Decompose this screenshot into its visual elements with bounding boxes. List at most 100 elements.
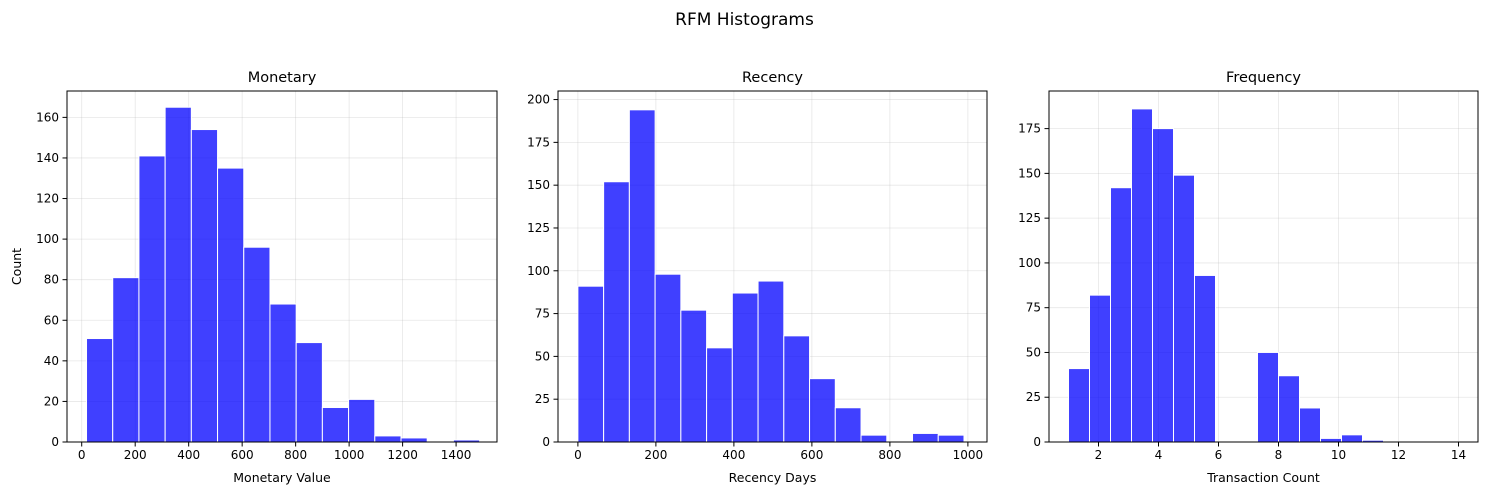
monetary-bar [321,407,350,443]
monetary-bar [217,167,245,443]
frequency-x-tick-label: 10 [1331,448,1346,462]
monetary-y-tick-label: 160 [36,110,59,124]
frequency-bar [1194,274,1216,443]
recency-bar [577,285,605,443]
frequency-x-tick-label: 14 [1451,448,1466,462]
frequency-y-tick-label: 100 [1018,256,1041,270]
recency-axes-frame [557,90,988,443]
monetary-bar [348,398,376,443]
monetary-bar [138,155,166,443]
recency-bar [731,292,759,443]
recency-x-axis-label: Recency Days [729,470,817,485]
frequency-y-tick-label: 50 [1026,345,1041,359]
recency-x-tick-label: 400 [722,448,745,462]
frequency-bar [1341,434,1363,443]
recency-y-tick-label: 150 [527,178,550,192]
recency-bar [937,434,965,443]
monetary-title: Monetary [248,70,317,86]
recency-y-tick-label: 100 [527,264,550,278]
recency-y-tick-label: 175 [527,135,550,149]
monetary-x-tick-label: 1000 [334,448,365,462]
recency-y-tick-label: 25 [535,392,550,406]
monetary-y-axis-label: Count [9,248,24,285]
recency-x-tick-label: 600 [800,448,823,462]
recency-bar [757,280,785,443]
monetary-x-tick-label: 400 [177,448,200,462]
monetary-x-tick-label: 1400 [441,448,472,462]
recency-bar [603,181,630,443]
recency-bar [834,407,862,443]
frequency-y-tick-label: 175 [1018,122,1041,136]
recency-y-tick-label: 75 [535,307,550,321]
frequency-bar [1089,294,1111,443]
monetary-bar [374,435,402,443]
frequency-x-tick-label: 4 [1155,448,1163,462]
recency-bar [706,347,733,443]
monetary-y-tick-label: 60 [44,313,59,327]
monetary-axes-frame [66,90,498,443]
monetary-y-tick-label: 80 [44,273,59,287]
monetary-panel: 0 200 400 600 800 1000 1200 1400 0 20 40 60 80 100 120… [9,70,498,485]
frequency-axes-frame [1048,90,1479,443]
monetary-x-axis-label: Monetary Value [233,470,331,485]
monetary-y-tick-label: 100 [36,232,59,246]
recency-bar [809,378,836,443]
frequency-title: Frequency [1226,70,1301,86]
frequency-x-tick-label: 6 [1215,448,1223,462]
recency-bar [912,432,939,443]
recency-panel: 0 200 400 600 800 1000 0 25 50 75 100 125 150 175 200 R… [527,70,988,485]
monetary-y-tick-label: 120 [36,192,59,206]
frequency-y-tick-label: 75 [1026,301,1041,315]
recency-x-tick-label: 200 [644,448,667,462]
monetary-bar [112,277,140,443]
monetary-x-tick-label: 1200 [387,448,418,462]
recency-y-tick-label: 125 [527,221,550,235]
frequency-bar [1110,187,1132,443]
recency-x-tick-label: 1000 [953,448,984,462]
frequency-bar [1173,174,1195,443]
recency-bar [680,309,708,443]
frequency-x-tick-label: 8 [1275,448,1283,462]
frequency-x-tick-label: 12 [1391,448,1406,462]
recency-bar [860,434,888,443]
monetary-bar [86,338,114,443]
recency-y-tick-label: 50 [535,349,550,363]
frequency-y-tick-label: 150 [1018,166,1041,180]
monetary-x-tick-label: 800 [284,448,307,462]
monetary-bar [295,342,323,443]
frequency-y-tick-label: 0 [1033,435,1041,449]
frequency-y-tick-label: 25 [1026,390,1041,404]
frequency-bar [1299,407,1321,443]
monetary-y-tick-label: 140 [36,151,59,165]
frequency-y-tick-label: 125 [1018,211,1041,225]
monetary-y-tick-label: 0 [51,435,59,449]
histogram-panels: 0 200 400 600 800 1000 1200 1400020406080100120… [9,70,1479,485]
frequency-bar [1131,108,1153,443]
monetary-bar [190,129,219,443]
frequency-panel: 2 4 6 8 10 12 14 0 25 50 75 100 125 150 175 Frequency Tr… [1018,70,1479,485]
frequency-x-axis-label: Transaction Count [1206,470,1320,485]
recency-title: Recency [742,70,803,86]
monetary-bar [400,437,428,443]
monetary-x-tick-label: 600 [231,448,254,462]
recency-y-tick-label: 200 [527,93,550,107]
frequency-bar [1278,375,1300,443]
monetary-y-tick-label: 40 [44,354,59,368]
monetary-x-tick-label: 0 [78,448,86,462]
frequency-bar [1320,437,1342,443]
monetary-y-tick-label: 20 [44,394,59,408]
recency-bar [654,273,682,443]
frequency-bar [1152,128,1174,443]
recency-y-tick-label: 0 [542,435,550,449]
recency-x-tick-label: 0 [574,448,582,462]
monetary-x-tick-label: 200 [124,448,147,462]
monetary-bar [269,303,297,443]
recency-bar [628,109,656,443]
frequency-bar [1257,351,1279,443]
frequency-bar [1068,368,1090,443]
figure-suptitle: RFM Histograms [675,10,814,30]
frequency-x-tick-label: 2 [1095,448,1103,462]
recency-x-tick-label: 800 [878,448,901,462]
recency-bar [783,335,811,443]
